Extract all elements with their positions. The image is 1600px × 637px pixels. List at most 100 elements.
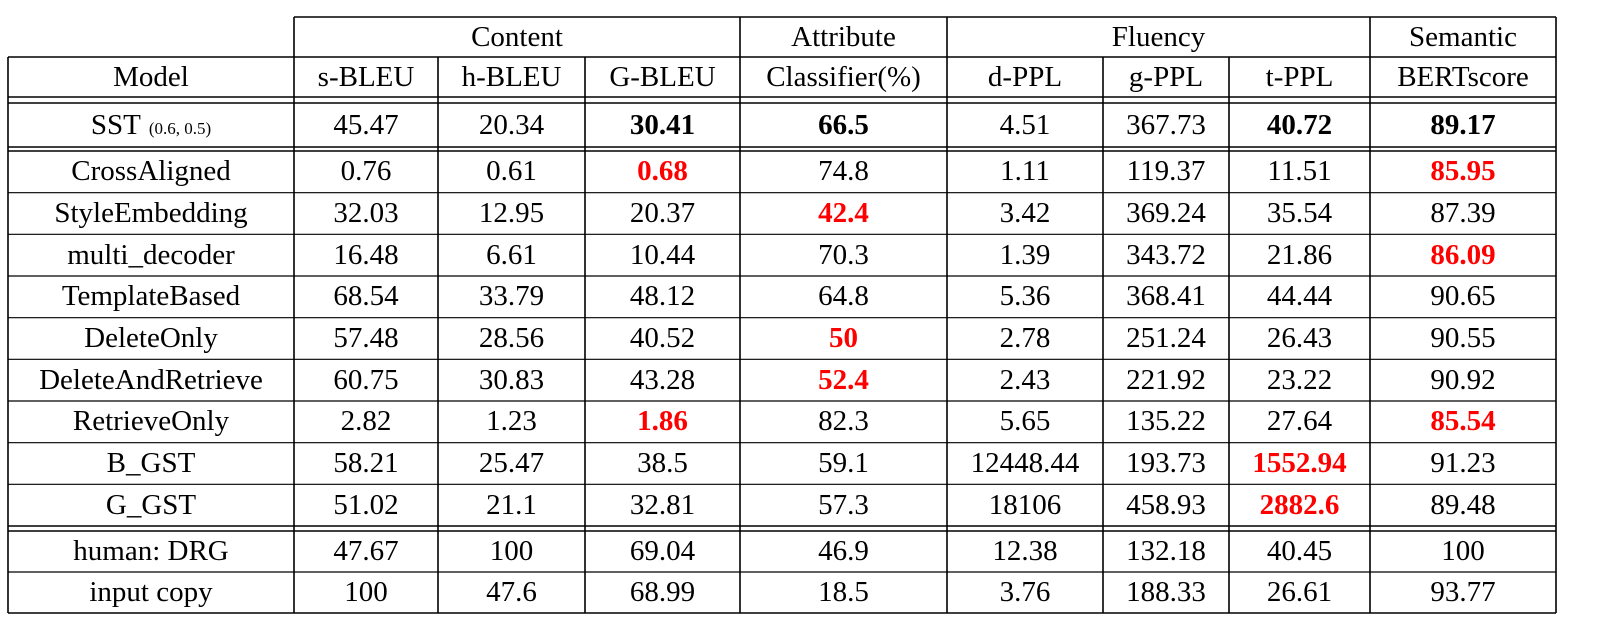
table-cell: 11.51 (1267, 155, 1332, 188)
table-cell: 35.54 (1266, 196, 1333, 229)
table-cell: 69.04 (629, 535, 696, 567)
table-cell: 89.48 (1430, 488, 1496, 521)
column-header: t-PPL (1265, 60, 1334, 93)
table-cell: 1.11 (1000, 155, 1050, 188)
column-header: Classifier(%) (766, 60, 921, 93)
group-header: Fluency (1111, 20, 1206, 53)
table-cell: 93.77 (1430, 576, 1496, 608)
table-cell: 47.67 (333, 535, 399, 567)
table-cell: 66.5 (818, 108, 869, 141)
table-cell: 343.72 (1126, 238, 1206, 271)
model-name-cell: B_GST (8, 443, 294, 485)
table-cell: 42.4 (818, 196, 869, 229)
group-header: Attribute (791, 20, 896, 53)
table-cell: 89.17 (1430, 108, 1496, 141)
table-cell: 26.61 (1266, 576, 1333, 608)
table-cell: 50 (829, 321, 858, 354)
table-cell: 12448.44 (970, 446, 1080, 479)
model-name-cell: StyleEmbedding (8, 193, 294, 235)
table-cell: 100 (489, 535, 534, 567)
group-header: Content (471, 20, 563, 53)
model-name: DeleteOnly (84, 321, 218, 354)
model-name-cell: human: DRG (8, 531, 294, 572)
table-cell: 40.72 (1266, 108, 1333, 141)
model-name: human: DRG (73, 535, 229, 567)
table-cell: 20.37 (629, 196, 696, 229)
column-header: s-BLEU (317, 60, 415, 93)
table-cell: 28.56 (478, 321, 545, 354)
column-header: h-BLEU (461, 60, 562, 93)
table-cell: 458.93 (1126, 488, 1206, 521)
table-cell: 57.3 (818, 488, 869, 521)
table-cell: 6.61 (486, 238, 537, 271)
table-cell: 119.37 (1126, 155, 1206, 188)
model-name-cell: TemplateBased (8, 276, 294, 318)
table-cell: 132.18 (1126, 535, 1206, 567)
table-cell: 57.48 (333, 321, 399, 354)
table-cell: 5.36 (999, 280, 1051, 313)
table-cell: 86.09 (1430, 238, 1496, 271)
table-cell: 30.41 (629, 108, 696, 141)
table-cell: 2.82 (340, 405, 392, 438)
table-cell: 221.92 (1126, 363, 1206, 396)
model-name-cell: DeleteOnly (8, 318, 294, 360)
table-cell: 46.9 (818, 535, 869, 567)
model-name-cell: RetrieveOnly (8, 401, 294, 443)
table-cell: 68.54 (333, 280, 399, 313)
table-cell: 48.12 (629, 280, 696, 313)
table-cell: 51.02 (333, 488, 399, 521)
table-cell: 5.65 (999, 405, 1051, 438)
table-cell: 90.92 (1430, 363, 1496, 396)
table-cell: 100 (1441, 535, 1485, 567)
table-cell: 32.81 (629, 488, 696, 521)
table-cell: 2882.6 (1259, 488, 1340, 521)
model-name: multi_decoder (67, 238, 235, 271)
column-header: d-PPL (987, 60, 1063, 93)
table-cell: 0.76 (340, 155, 392, 188)
table-cell: 1.39 (999, 238, 1051, 271)
group-header: Semantic (1409, 20, 1517, 53)
table-cell: 12.38 (992, 535, 1058, 567)
table-cell: 40.45 (1266, 535, 1333, 567)
table-cell: 1552.94 (1252, 446, 1347, 479)
table-cell: 45.47 (333, 108, 399, 141)
model-name-cell: G_GST (8, 484, 294, 526)
model-name-cell: SST (0.6, 0.5) (8, 103, 294, 147)
table-cell: 43.28 (629, 363, 696, 396)
table-cell: 18.5 (818, 576, 869, 608)
table-cell: 18106 (988, 488, 1062, 521)
table-cell: 90.55 (1430, 321, 1496, 354)
model-name-cell: multi_decoder (8, 234, 294, 276)
column-header: G-BLEU (609, 60, 716, 93)
table-cell: 33.79 (478, 280, 545, 313)
table-cell: 74.8 (818, 155, 869, 188)
table-cell: 23.22 (1266, 363, 1333, 396)
table-cell: 44.44 (1266, 280, 1333, 313)
table-cell: 90.65 (1430, 280, 1496, 313)
table-cell: 58.21 (333, 446, 399, 479)
table-cell: 100 (344, 576, 388, 608)
table-cell: 2.43 (999, 363, 1051, 396)
model-name: SST (90, 108, 141, 141)
model-name: DeleteAndRetrieve (39, 363, 263, 396)
model-name: input copy (89, 576, 213, 608)
model-params: (0.6, 0.5) (148, 118, 212, 138)
table-cell: 25.47 (478, 446, 545, 479)
table-cell: 21.86 (1266, 238, 1333, 271)
table-cell: 64.8 (818, 280, 869, 313)
table-cell: 52.4 (818, 363, 869, 396)
table-cell: 10.44 (629, 238, 696, 271)
table-cell: 4.51 (999, 108, 1051, 141)
column-header: BERTscore (1397, 60, 1529, 93)
model-name: B_GST (106, 446, 196, 479)
table-cell: 3.76 (999, 576, 1051, 608)
table-cell: 59.1 (818, 446, 869, 479)
table-cell: 40.52 (629, 321, 696, 354)
table-cell: 68.99 (629, 576, 696, 608)
table-cell: 251.24 (1126, 321, 1206, 354)
table-cell: 21.1 (486, 488, 537, 521)
table-cell: 60.75 (333, 363, 399, 396)
table-cell: 70.3 (818, 238, 869, 271)
table-cell: 82.3 (818, 405, 869, 438)
